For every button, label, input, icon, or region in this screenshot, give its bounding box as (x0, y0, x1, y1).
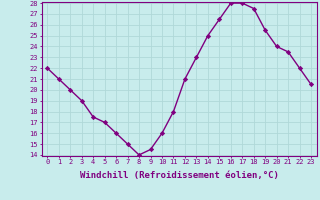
X-axis label: Windchill (Refroidissement éolien,°C): Windchill (Refroidissement éolien,°C) (80, 171, 279, 180)
